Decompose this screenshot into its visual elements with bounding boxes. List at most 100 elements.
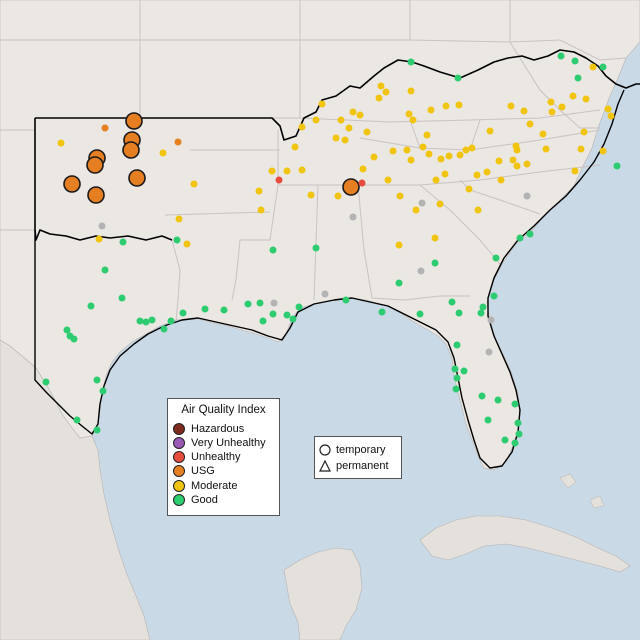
aqi-marker-moderate[interactable] xyxy=(486,127,494,135)
aqi-marker-moderate[interactable] xyxy=(548,108,556,116)
aqi-marker-moderate[interactable] xyxy=(474,206,482,214)
aqi-marker-moderate[interactable] xyxy=(473,171,481,179)
aqi-marker-moderate[interactable] xyxy=(175,215,183,223)
aqi-marker-good[interactable] xyxy=(453,374,461,382)
aqi-marker-moderate[interactable] xyxy=(341,136,349,144)
aqi-marker-good[interactable] xyxy=(73,416,81,424)
aqi-marker-usg[interactable] xyxy=(125,112,143,130)
aqi-marker-good[interactable] xyxy=(514,419,522,427)
aqi-marker-good[interactable] xyxy=(342,296,350,304)
aqi-marker-moderate[interactable] xyxy=(547,98,555,106)
aqi-marker-good[interactable] xyxy=(119,238,127,246)
aqi-marker-moderate[interactable] xyxy=(577,145,585,153)
aqi-marker-good[interactable] xyxy=(201,305,209,313)
aqi-marker-good[interactable] xyxy=(179,309,187,317)
aqi-marker-usg[interactable] xyxy=(174,138,182,146)
aqi-marker-good[interactable] xyxy=(42,378,50,386)
aqi-marker-moderate[interactable] xyxy=(396,192,404,200)
aqi-marker-good[interactable] xyxy=(220,306,228,314)
aqi-marker-good[interactable] xyxy=(454,74,462,82)
aqi-marker-good[interactable] xyxy=(99,387,107,395)
aqi-marker-good[interactable] xyxy=(259,317,267,325)
aqi-marker-moderate[interactable] xyxy=(405,110,413,118)
aqi-marker-moderate[interactable] xyxy=(582,95,590,103)
aqi-marker-moderate[interactable] xyxy=(190,180,198,188)
aqi-marker-unhealthy[interactable] xyxy=(358,179,366,187)
aqi-marker-moderate[interactable] xyxy=(375,94,383,102)
aqi-marker-no-data[interactable] xyxy=(98,222,106,230)
aqi-marker-moderate[interactable] xyxy=(425,150,433,158)
aqi-marker-moderate[interactable] xyxy=(580,128,588,136)
aqi-marker-moderate[interactable] xyxy=(318,100,326,108)
aqi-marker-usg[interactable] xyxy=(63,175,81,193)
aqi-marker-moderate[interactable] xyxy=(359,165,367,173)
aqi-marker-moderate[interactable] xyxy=(382,88,390,96)
aqi-marker-good[interactable] xyxy=(312,244,320,252)
aqi-marker-good[interactable] xyxy=(289,315,297,323)
aqi-marker-moderate[interactable] xyxy=(283,167,291,175)
aqi-marker-moderate[interactable] xyxy=(419,143,427,151)
aqi-marker-no-data[interactable] xyxy=(321,290,329,298)
aqi-marker-usg[interactable] xyxy=(342,178,360,196)
aqi-marker-moderate[interactable] xyxy=(412,206,420,214)
aqi-marker-moderate[interactable] xyxy=(495,157,503,165)
aqi-marker-good[interactable] xyxy=(557,52,565,60)
aqi-marker-moderate[interactable] xyxy=(257,206,265,214)
aqi-marker-good[interactable] xyxy=(173,236,181,244)
aqi-marker-moderate[interactable] xyxy=(159,149,167,157)
aqi-marker-moderate[interactable] xyxy=(57,139,65,147)
aqi-marker-good[interactable] xyxy=(484,416,492,424)
aqi-marker-moderate[interactable] xyxy=(407,156,415,164)
aqi-marker-good[interactable] xyxy=(93,426,101,434)
aqi-marker-moderate[interactable] xyxy=(436,200,444,208)
aqi-marker-moderate[interactable] xyxy=(298,166,306,174)
aqi-marker-good[interactable] xyxy=(70,335,78,343)
aqi-marker-good[interactable] xyxy=(395,279,403,287)
aqi-marker-moderate[interactable] xyxy=(409,116,417,124)
aqi-marker-good[interactable] xyxy=(295,303,303,311)
aqi-marker-good[interactable] xyxy=(142,318,150,326)
aqi-marker-moderate[interactable] xyxy=(445,152,453,160)
aqi-marker-good[interactable] xyxy=(378,308,386,316)
aqi-marker-moderate[interactable] xyxy=(423,131,431,139)
aqi-marker-good[interactable] xyxy=(501,436,509,444)
aqi-marker-good[interactable] xyxy=(136,317,144,325)
aqi-marker-moderate[interactable] xyxy=(455,101,463,109)
aqi-marker-moderate[interactable] xyxy=(356,111,364,119)
aqi-marker-moderate[interactable] xyxy=(604,105,612,113)
aqi-marker-moderate[interactable] xyxy=(255,187,263,195)
aqi-marker-moderate[interactable] xyxy=(298,123,306,131)
aqi-marker-moderate[interactable] xyxy=(497,176,505,184)
aqi-marker-good[interactable] xyxy=(452,385,460,393)
aqi-marker-good[interactable] xyxy=(478,392,486,400)
aqi-marker-good[interactable] xyxy=(460,367,468,375)
aqi-marker-good[interactable] xyxy=(613,162,621,170)
aqi-marker-moderate[interactable] xyxy=(520,107,528,115)
aqi-marker-good[interactable] xyxy=(269,246,277,254)
aqi-marker-moderate[interactable] xyxy=(332,134,340,142)
aqi-marker-moderate[interactable] xyxy=(483,168,491,176)
aqi-marker-moderate[interactable] xyxy=(507,102,515,110)
aqi-marker-moderate[interactable] xyxy=(513,146,521,154)
aqi-marker-moderate[interactable] xyxy=(569,92,577,100)
aqi-marker-moderate[interactable] xyxy=(334,192,342,200)
aqi-marker-good[interactable] xyxy=(101,266,109,274)
aqi-marker-good[interactable] xyxy=(118,294,126,302)
aqi-marker-good[interactable] xyxy=(87,302,95,310)
aqi-marker-moderate[interactable] xyxy=(513,162,521,170)
aqi-marker-moderate[interactable] xyxy=(370,153,378,161)
aqi-marker-moderate[interactable] xyxy=(441,170,449,178)
aqi-marker-good[interactable] xyxy=(431,259,439,267)
aqi-marker-moderate[interactable] xyxy=(523,160,531,168)
aqi-marker-good[interactable] xyxy=(511,400,519,408)
aqi-marker-moderate[interactable] xyxy=(95,235,103,243)
aqi-marker-moderate[interactable] xyxy=(427,106,435,114)
aqi-marker-moderate[interactable] xyxy=(465,185,473,193)
aqi-marker-good[interactable] xyxy=(416,310,424,318)
aqi-marker-good[interactable] xyxy=(407,58,415,66)
aqi-marker-good[interactable] xyxy=(283,311,291,319)
aqi-marker-moderate[interactable] xyxy=(509,156,517,164)
aqi-marker-moderate[interactable] xyxy=(542,145,550,153)
aqi-marker-moderate[interactable] xyxy=(363,128,371,136)
